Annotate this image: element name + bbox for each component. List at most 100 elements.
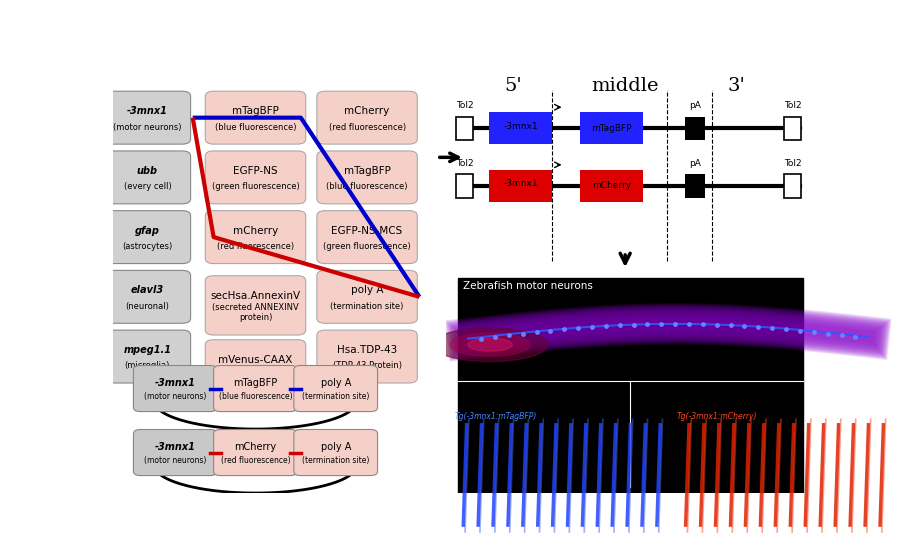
Text: Hsa.TDP-43: Hsa.TDP-43 bbox=[337, 345, 397, 355]
Point bbox=[682, 320, 697, 329]
Point bbox=[474, 334, 489, 343]
FancyBboxPatch shape bbox=[205, 276, 306, 335]
Text: 5': 5' bbox=[505, 76, 522, 95]
FancyBboxPatch shape bbox=[205, 151, 306, 204]
Point bbox=[724, 321, 738, 330]
Point bbox=[571, 324, 585, 332]
Point bbox=[557, 325, 572, 334]
Text: mpeg1.1: mpeg1.1 bbox=[123, 345, 171, 355]
Text: 3': 3' bbox=[728, 76, 745, 95]
FancyBboxPatch shape bbox=[205, 340, 306, 399]
Text: poly A: poly A bbox=[320, 443, 351, 453]
Point bbox=[821, 329, 835, 338]
Text: (secreted ANNEXINV: (secreted ANNEXINV bbox=[212, 304, 299, 312]
Text: poly A: poly A bbox=[320, 378, 351, 388]
FancyBboxPatch shape bbox=[133, 429, 217, 475]
Text: (green fluorescence): (green fluorescence) bbox=[323, 242, 411, 251]
FancyBboxPatch shape bbox=[213, 429, 297, 475]
Text: (astrocytes): (astrocytes) bbox=[122, 242, 173, 251]
Point bbox=[834, 331, 849, 340]
Text: (red fluorescence): (red fluorescence) bbox=[220, 456, 291, 465]
Text: (neuronal): (neuronal) bbox=[125, 302, 169, 311]
Point bbox=[848, 332, 862, 341]
Text: (blue fluorescence): (blue fluorescence) bbox=[327, 182, 408, 191]
Text: mVenus-CAAX: mVenus-CAAX bbox=[219, 355, 292, 365]
Point bbox=[501, 331, 516, 340]
Point bbox=[516, 329, 530, 338]
FancyBboxPatch shape bbox=[317, 211, 418, 264]
Text: (TDP-43 Protein): (TDP-43 Protein) bbox=[333, 361, 401, 371]
FancyBboxPatch shape bbox=[317, 330, 418, 383]
FancyBboxPatch shape bbox=[456, 116, 473, 140]
FancyBboxPatch shape bbox=[489, 112, 552, 145]
FancyBboxPatch shape bbox=[293, 429, 378, 475]
FancyBboxPatch shape bbox=[784, 116, 801, 140]
Text: Tol2: Tol2 bbox=[784, 101, 801, 110]
Text: (red fluorescence): (red fluorescence) bbox=[217, 242, 294, 251]
Text: -3mnx1: -3mnx1 bbox=[127, 106, 167, 116]
Text: fluorescence): fluorescence) bbox=[227, 377, 284, 386]
Circle shape bbox=[450, 333, 530, 356]
Text: Zebrafish motor neurons: Zebrafish motor neurons bbox=[463, 281, 592, 291]
Text: (termination site): (termination site) bbox=[330, 302, 404, 311]
FancyBboxPatch shape bbox=[104, 151, 191, 204]
Point bbox=[668, 320, 682, 329]
Circle shape bbox=[468, 338, 512, 351]
FancyBboxPatch shape bbox=[685, 174, 705, 198]
FancyBboxPatch shape bbox=[213, 366, 297, 412]
Point bbox=[598, 322, 613, 331]
FancyBboxPatch shape bbox=[104, 330, 191, 383]
Point bbox=[765, 324, 779, 332]
Text: pA: pA bbox=[689, 159, 701, 168]
Point bbox=[488, 332, 502, 341]
FancyBboxPatch shape bbox=[104, 91, 191, 144]
FancyBboxPatch shape bbox=[580, 170, 643, 202]
Text: (motor neurons): (motor neurons) bbox=[144, 456, 206, 465]
Text: (microglia): (microglia) bbox=[125, 361, 170, 371]
Text: elavl3: elavl3 bbox=[130, 285, 164, 295]
Point bbox=[709, 320, 724, 329]
Text: mTagBFP: mTagBFP bbox=[591, 124, 632, 133]
Point bbox=[654, 320, 669, 329]
Text: Tg(-3mnx1:mTagBFP): Tg(-3mnx1:mTagBFP) bbox=[454, 412, 536, 422]
Text: mCherry: mCherry bbox=[591, 181, 631, 191]
Text: secHsa.AnnexinV: secHsa.AnnexinV bbox=[211, 291, 301, 301]
Text: Tol2: Tol2 bbox=[456, 101, 473, 110]
Point bbox=[793, 326, 807, 335]
Text: (blue fluorescence): (blue fluorescence) bbox=[219, 392, 292, 401]
Text: mTagBFP: mTagBFP bbox=[232, 106, 279, 116]
FancyBboxPatch shape bbox=[317, 91, 418, 144]
Text: ubb: ubb bbox=[137, 166, 157, 176]
FancyBboxPatch shape bbox=[685, 116, 705, 140]
Text: middle: middle bbox=[591, 76, 659, 95]
Text: poly A: poly A bbox=[351, 285, 383, 295]
Point bbox=[696, 320, 710, 329]
FancyBboxPatch shape bbox=[458, 278, 803, 493]
Text: mTagBFP: mTagBFP bbox=[233, 378, 277, 388]
Text: mCherry: mCherry bbox=[234, 443, 276, 453]
Text: protein): protein) bbox=[238, 313, 272, 322]
Text: -3mnx1: -3mnx1 bbox=[155, 378, 195, 388]
Text: pA: pA bbox=[689, 101, 701, 110]
Text: EGFP-NS: EGFP-NS bbox=[233, 166, 278, 176]
Text: (red fluorescence): (red fluorescence) bbox=[328, 122, 406, 131]
FancyBboxPatch shape bbox=[104, 270, 191, 324]
Text: mCherry: mCherry bbox=[233, 225, 278, 235]
FancyBboxPatch shape bbox=[784, 174, 801, 198]
Point bbox=[529, 328, 544, 337]
Text: (motor neurons): (motor neurons) bbox=[113, 122, 182, 131]
Text: (membrane yellow: (membrane yellow bbox=[216, 367, 295, 376]
Point bbox=[626, 320, 641, 329]
Text: -3mnx1: -3mnx1 bbox=[503, 179, 538, 188]
Text: (blue fluorescence): (blue fluorescence) bbox=[215, 122, 296, 131]
Point bbox=[778, 325, 793, 334]
Point bbox=[585, 322, 599, 331]
Point bbox=[640, 320, 654, 329]
Text: Tol2: Tol2 bbox=[456, 159, 473, 168]
FancyBboxPatch shape bbox=[456, 174, 473, 198]
Text: (motor neurons): (motor neurons) bbox=[144, 392, 206, 401]
Text: (green fluorescence): (green fluorescence) bbox=[212, 182, 300, 191]
FancyBboxPatch shape bbox=[104, 211, 191, 264]
FancyBboxPatch shape bbox=[317, 151, 418, 204]
FancyBboxPatch shape bbox=[580, 112, 643, 145]
